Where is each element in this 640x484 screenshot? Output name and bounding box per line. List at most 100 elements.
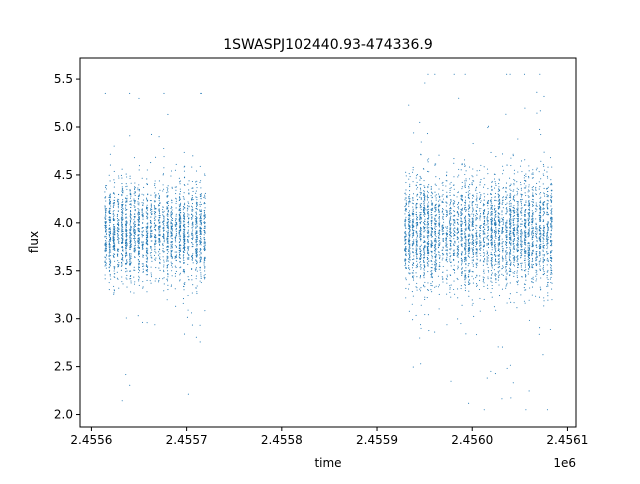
data-point	[446, 227, 448, 229]
data-point	[108, 228, 110, 230]
data-point	[435, 229, 437, 231]
data-point	[441, 195, 443, 197]
data-point	[117, 253, 119, 255]
data-point	[427, 218, 429, 220]
data-point	[114, 232, 116, 234]
data-point	[428, 260, 430, 262]
data-point	[179, 241, 181, 243]
data-point	[464, 273, 466, 275]
data-point	[108, 247, 110, 249]
data-point	[126, 243, 128, 245]
data-point	[453, 288, 455, 291]
data-point	[174, 245, 176, 247]
data-point	[158, 233, 160, 235]
data-point	[150, 230, 153, 232]
data-point	[121, 238, 123, 240]
data-point	[191, 166, 193, 168]
data-point	[118, 177, 120, 179]
data-point	[416, 199, 418, 201]
data-point	[438, 237, 440, 239]
data-point	[109, 273, 111, 276]
data-point	[114, 182, 116, 184]
data-point	[178, 177, 180, 179]
data-point	[427, 248, 429, 250]
data-point	[162, 212, 164, 214]
data-point	[199, 215, 202, 217]
data-point	[171, 206, 173, 209]
data-point	[134, 244, 136, 247]
data-point	[428, 184, 430, 186]
data-point	[179, 247, 181, 249]
data-point	[434, 191, 436, 193]
data-point	[178, 209, 180, 211]
data-point	[125, 221, 127, 223]
data-point	[435, 220, 437, 222]
data-point	[104, 244, 106, 246]
data-point	[117, 205, 119, 207]
data-point	[120, 204, 123, 206]
data-point	[419, 259, 421, 261]
data-point	[170, 256, 172, 258]
data-point	[428, 217, 430, 219]
data-point	[117, 220, 119, 222]
data-point	[109, 198, 111, 201]
data-point	[113, 266, 115, 268]
data-point	[411, 267, 414, 269]
data-point	[146, 279, 148, 282]
data-point	[179, 198, 181, 200]
data-point	[483, 211, 485, 213]
data-point	[408, 267, 410, 270]
data-point	[431, 281, 433, 283]
data-point	[154, 250, 156, 252]
data-point	[121, 262, 123, 264]
data-point	[412, 279, 415, 281]
data-point	[473, 315, 475, 317]
data-point	[200, 258, 202, 260]
data-point	[166, 196, 168, 198]
data-point	[187, 220, 189, 222]
data-point	[150, 247, 152, 249]
data-point	[200, 187, 202, 189]
data-point	[142, 213, 144, 215]
data-point	[469, 269, 471, 271]
data-point	[491, 265, 493, 267]
data-point	[475, 283, 478, 285]
data-point	[126, 278, 128, 280]
data-point	[411, 221, 413, 223]
data-point	[108, 241, 110, 243]
data-point	[482, 205, 484, 207]
data-point	[195, 268, 197, 270]
data-point	[200, 242, 202, 244]
data-point	[434, 206, 436, 208]
data-point	[439, 255, 441, 257]
data-point	[490, 223, 492, 225]
data-point	[155, 230, 157, 232]
data-point	[174, 275, 176, 277]
data-point	[467, 208, 470, 210]
data-point	[122, 254, 124, 256]
data-point	[495, 156, 497, 158]
data-point	[487, 276, 489, 278]
data-point	[476, 217, 478, 220]
data-point	[204, 248, 206, 250]
data-point	[419, 236, 421, 238]
data-point	[188, 279, 190, 281]
data-point	[121, 186, 123, 188]
data-point	[122, 236, 124, 238]
data-point	[479, 248, 481, 250]
data-point	[442, 208, 444, 210]
data-point	[126, 286, 128, 288]
data-point	[416, 276, 418, 278]
data-point	[188, 223, 190, 225]
data-point	[468, 235, 470, 237]
data-point	[491, 272, 493, 274]
data-point	[162, 190, 164, 192]
data-point	[121, 205, 124, 207]
data-point	[471, 201, 473, 203]
data-point	[486, 250, 488, 252]
data-point	[179, 223, 181, 225]
data-point	[121, 400, 123, 402]
data-point	[196, 226, 198, 228]
data-point	[195, 215, 197, 217]
data-point	[170, 254, 172, 256]
